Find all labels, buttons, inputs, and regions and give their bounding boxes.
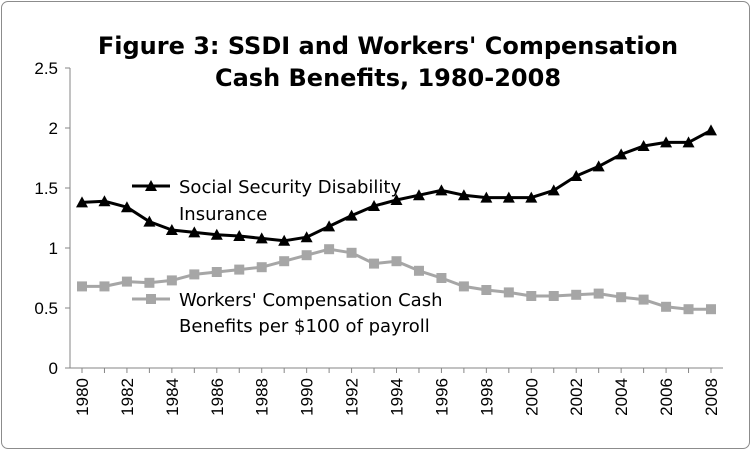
x-tick-label: 1984 [163, 378, 182, 416]
x-tick-label: 1990 [298, 378, 317, 416]
data-point [481, 285, 492, 295]
y-tick-label: 0.5 [34, 299, 58, 318]
data-point [547, 184, 560, 196]
data-point [457, 189, 470, 201]
data-point [592, 160, 605, 172]
data-point [255, 232, 268, 244]
data-point [346, 247, 357, 258]
x-tick-label: 2002 [567, 378, 586, 416]
x-tick-label: 1998 [477, 378, 496, 416]
data-point [413, 265, 424, 276]
data-point [324, 244, 335, 255]
data-point [98, 195, 111, 207]
y-tick-label: 1 [49, 239, 58, 258]
data-point [571, 289, 582, 300]
y-tick-label: 1.5 [34, 179, 58, 198]
series-layer [76, 124, 717, 315]
data-point [638, 294, 649, 305]
data-point [345, 209, 358, 221]
y-tick-label: 0 [49, 359, 58, 378]
data-point [210, 228, 223, 240]
chart-title-line-2: Cash Benefits, 1980-2008 [215, 64, 561, 92]
x-tick-label: 2000 [522, 378, 541, 416]
data-point [705, 124, 717, 136]
data-point [189, 269, 200, 280]
data-point [76, 196, 88, 208]
data-point [637, 140, 650, 151]
x-tick-label: 1988 [253, 378, 272, 416]
x-tick-label: 1992 [343, 378, 362, 416]
legend-workers-comp-marker [146, 294, 156, 304]
data-point [144, 277, 155, 288]
x-tick-label: 2006 [657, 378, 676, 416]
x-tick-label: 2004 [612, 378, 631, 416]
data-point [661, 301, 672, 312]
data-point [188, 226, 201, 238]
data-point [369, 258, 380, 269]
data-point [279, 256, 290, 267]
data-point [256, 262, 267, 273]
y-tick-label: 2.5 [34, 59, 58, 78]
data-point [526, 291, 537, 301]
legend-ssdi-label-line-1: Social Security Disability [179, 177, 401, 198]
y-tick-label: 2 [49, 119, 58, 138]
data-point [615, 148, 628, 160]
legend-ssdi: Social Security Disability Insurance [132, 177, 401, 225]
data-point [435, 184, 448, 196]
data-point [121, 276, 132, 287]
data-point [143, 215, 156, 227]
data-point [683, 304, 694, 315]
data-point [234, 264, 245, 275]
data-point [593, 288, 604, 299]
legend-ssdi-marker [145, 180, 157, 191]
data-point [368, 200, 381, 211]
x-tick-label: 1980 [73, 378, 92, 416]
data-point [525, 191, 538, 203]
x-tick-label: 1986 [208, 378, 227, 416]
chart-title-line-1: Figure 3: SSDI and Workers' Compensation [98, 32, 678, 60]
data-point [458, 281, 469, 292]
data-point [660, 136, 673, 148]
data-point [503, 287, 514, 298]
data-point [278, 234, 291, 246]
data-point [166, 275, 177, 286]
x-tick-label: 2008 [702, 378, 721, 416]
data-point [548, 291, 559, 301]
data-point [502, 191, 515, 203]
data-point [211, 267, 222, 277]
data-point [233, 230, 246, 241]
data-point [165, 224, 178, 235]
data-point [436, 273, 447, 283]
axes: 0 0.5 1 1.5 2 2.5 1980 1982 1984 1986 1988 1990 1992… [34, 59, 723, 416]
series-0 [76, 124, 717, 246]
data-point [412, 189, 425, 201]
data-point [616, 292, 627, 303]
data-point [391, 256, 402, 267]
x-tick-label: 1982 [118, 378, 137, 416]
data-point [77, 281, 87, 292]
data-point [300, 231, 313, 243]
data-point [120, 201, 133, 213]
data-point [480, 191, 493, 203]
legend-workers-comp: Workers' Compensation Cash Benefits per … [132, 290, 442, 337]
data-point [390, 194, 403, 205]
data-point [706, 304, 716, 315]
legend-workers-comp-label-line-1: Workers' Compensation Cash [179, 290, 442, 311]
x-tick-label: 1996 [432, 378, 451, 416]
data-point [301, 250, 312, 261]
data-point [323, 220, 336, 232]
data-point [682, 136, 695, 148]
legend-ssdi-label-line-2: Insurance [179, 204, 267, 225]
data-point [99, 281, 110, 292]
series-1 [77, 244, 716, 315]
x-tick-label: 1994 [388, 378, 407, 416]
data-point [570, 170, 583, 181]
legend-workers-comp-label-line-2: Benefits per $100 of payroll [179, 316, 430, 337]
